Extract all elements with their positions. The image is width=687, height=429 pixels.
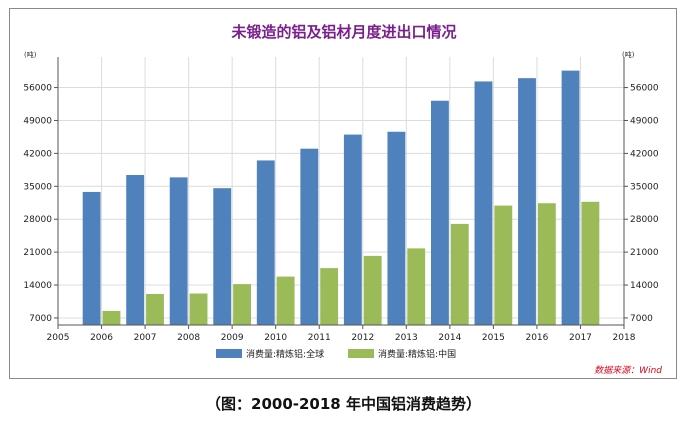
y-tick-label-left: 14000	[23, 281, 52, 291]
bar-global	[300, 148, 319, 325]
legend-label-china: 消费量:精炼铝:中国	[378, 348, 456, 360]
y-tick-label-right: 14000	[630, 281, 659, 291]
y-unit-right: (吨)	[622, 50, 635, 59]
x-tick-label: 2006	[90, 333, 113, 343]
y-tick-label-left: 49000	[23, 116, 52, 126]
y-tick-label-right: 21000	[630, 248, 659, 258]
bar-china	[320, 268, 339, 325]
bar-global	[561, 70, 580, 325]
bar-global	[256, 160, 275, 325]
x-tick-label: 2014	[438, 333, 461, 343]
x-tick-label: 2011	[308, 333, 331, 343]
bar-global	[126, 175, 145, 325]
bar-china	[581, 201, 600, 325]
bar-global	[169, 177, 188, 325]
y-tick-label-left: 21000	[23, 248, 52, 258]
y-tick-label-right: 42000	[630, 149, 659, 159]
legend: 消费量:精炼铝:全球 消费量:精炼铝:中国	[216, 348, 456, 360]
bar-global	[343, 134, 362, 325]
bar-china	[363, 255, 382, 325]
y-unit-left: (吨)	[24, 50, 37, 59]
x-tick-label: 2008	[177, 333, 200, 343]
y-tick-label-left: 7000	[29, 314, 52, 324]
y-tick-label-right: 7000	[630, 314, 653, 324]
bar-china	[450, 223, 469, 325]
bar-china	[537, 203, 556, 325]
x-tick-label: 2016	[525, 333, 548, 343]
bar-global	[430, 100, 449, 325]
y-tick-label-left: 28000	[23, 215, 52, 225]
source-note: 数据来源：Wind	[594, 365, 662, 376]
bar-global	[474, 81, 493, 325]
bar-china	[102, 310, 121, 325]
chart-title: 未锻造的铝及铝材月度进出口情况	[230, 23, 456, 41]
bar-global	[387, 131, 406, 325]
chart-canvas: 未锻造的铝及铝材月度进出口情况 7000 7000 14000 14000 21000 2…	[23, 23, 662, 376]
legend-label-global: 消费量:精炼铝:全球	[246, 348, 324, 360]
bar-china	[233, 284, 252, 325]
y-tick-label-left: 56000	[23, 84, 52, 94]
y-tick-label-left: 42000	[23, 149, 52, 159]
y-tick-label-left: 35000	[23, 182, 52, 192]
x-tick-label: 2010	[264, 333, 287, 343]
bar-china	[146, 293, 164, 325]
x-tick-label: 2005	[47, 333, 70, 343]
bar-china	[276, 276, 295, 325]
x-tick-label: 2009	[221, 333, 244, 343]
y-tick-label-right: 49000	[630, 116, 659, 126]
x-tick-label: 2013	[395, 333, 418, 343]
bar-china	[494, 205, 513, 325]
legend-swatch-global	[216, 349, 242, 358]
chart-frame: 未锻造的铝及铝材月度进出口情况 7000 7000 14000 14000 21000 2…	[9, 8, 677, 379]
y-tick-label-right: 28000	[630, 215, 659, 225]
bar-china	[407, 248, 426, 325]
x-tick-label: 2017	[569, 333, 592, 343]
x-tick-label: 2012	[351, 333, 374, 343]
x-tick-label: 2007	[134, 333, 157, 343]
legend-swatch-china	[348, 349, 374, 358]
y-tick-label-right: 35000	[630, 182, 659, 192]
x-tick-label: 2015	[482, 333, 505, 343]
y-tick-label-right: 56000	[630, 84, 659, 94]
x-tick-label: 2018	[613, 333, 636, 343]
figure-caption: （图：2000-2018 年中国铝消费趋势）	[206, 395, 481, 413]
bar-global	[82, 191, 101, 325]
bar-china	[189, 293, 208, 325]
bar-global	[518, 78, 536, 325]
bar-global	[213, 188, 232, 325]
